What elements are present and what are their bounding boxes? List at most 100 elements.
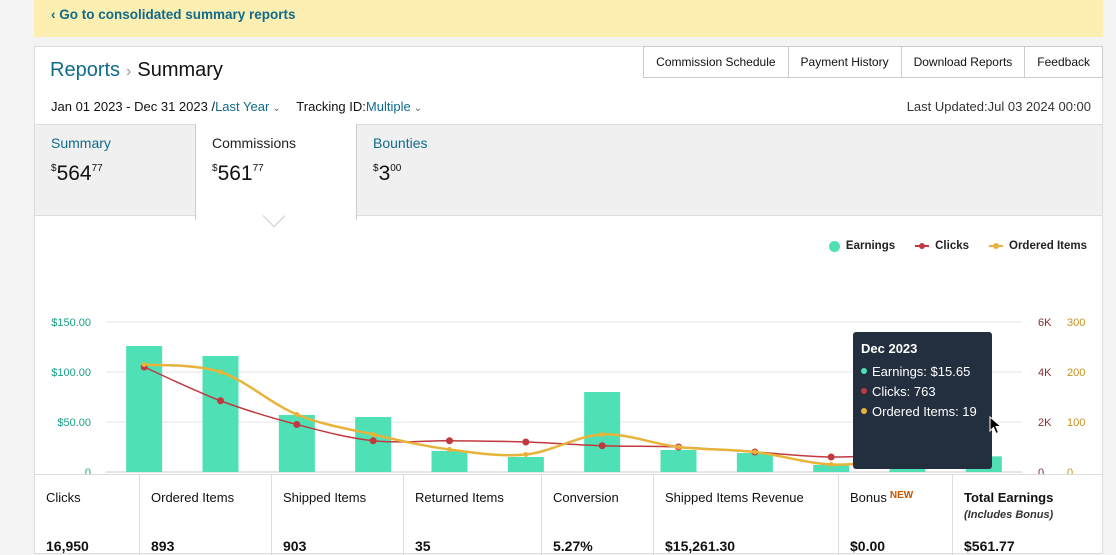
point-clicks: [598, 442, 606, 450]
point-ordered-items: [447, 447, 452, 452]
stat-clicks: Clicks 16,950: [35, 475, 140, 555]
top-buttons: Commission Schedule Payment History Down…: [643, 46, 1103, 78]
y-right-ordered-tick-label: 100: [1067, 417, 1085, 429]
y-right-ordered-tick-label: 200: [1067, 367, 1085, 379]
point-ordered-items: [676, 444, 681, 450]
y-right-ordered-tick-label: 300: [1067, 317, 1085, 329]
consolidated-reports-link[interactable]: ‹ Go to consolidated summary reports: [51, 7, 296, 22]
chevron-down-icon[interactable]: ⌄: [272, 103, 281, 114]
point-clicks: [827, 453, 835, 461]
y-left-tick-label: $150.00: [51, 317, 91, 329]
page-title: Summary: [137, 59, 223, 81]
chevron-down-icon[interactable]: ⌄: [413, 103, 423, 114]
bar-earnings: [202, 356, 239, 472]
stat-bonus: Bonus NEW $0.00: [839, 475, 953, 555]
stat-total-value: $561.77: [964, 538, 1015, 554]
legend-ordered-items[interactable]: Ordered Items: [989, 240, 1087, 252]
tab-bounties[interactable]: Bounties $300: [373, 135, 427, 186]
bar-earnings: [507, 457, 544, 472]
y-right-clicks-tick-label: 2K: [1038, 417, 1052, 429]
tab-commissions-value: $56177: [212, 162, 264, 185]
feedback-button[interactable]: Feedback: [1024, 46, 1103, 78]
date-range: Jan 01 2023 - Dec 31 2023 /: [51, 99, 216, 114]
breadcrumb-reports-link[interactable]: Reports: [50, 59, 121, 81]
filter-row: Jan 01 2023 - Dec 31 2023 /Last Year ⌄ Tr…: [51, 99, 422, 114]
stat-returned-items: Returned Items 35: [404, 475, 542, 555]
stat-bonus-value: $0.00: [850, 538, 886, 554]
tab-summary-label: Summary: [51, 135, 111, 151]
bar-earnings: [355, 417, 392, 472]
y-right-clicks-tick-label: 4K: [1038, 367, 1052, 379]
point-ordered-items: [141, 362, 147, 367]
tab-commissions[interactable]: Commissions $56177: [195, 124, 357, 220]
y-left-tick-label: $50.00: [57, 417, 91, 429]
tracking-label: Tracking ID:: [296, 99, 366, 114]
new-badge: NEW: [889, 490, 914, 501]
legend-earnings-marker: [828, 240, 840, 252]
breadcrumb-separator-icon: ›: [126, 63, 132, 80]
stats-row: Clicks 16,950 Ordered Items 893 Shipped It…: [35, 474, 1102, 555]
point-clicks: [446, 437, 453, 445]
chart-legend: Earnings Clicks Ordered Items: [828, 240, 1087, 252]
y-right-ordered-tick-label: 0: [1067, 467, 1073, 474]
bar-earnings: [660, 450, 697, 472]
point-ordered-items: [294, 412, 300, 417]
stat-ordered-items: Ordered Items 893: [140, 475, 272, 555]
legend-earnings[interactable]: Earnings: [828, 240, 895, 252]
earnings-chart: Earnings Clicks Ordered Items 0 0 0 $50.00 2…: [35, 232, 1102, 474]
y-left-tick-label: $100.00: [51, 367, 91, 379]
point-ordered-items: [523, 452, 529, 457]
y-right-clicks-tick-label: 0: [1038, 467, 1044, 474]
tab-commissions-label: Commissions: [212, 135, 297, 151]
point-clicks: [369, 437, 377, 445]
commission-schedule-button[interactable]: Commission Schedule: [643, 46, 789, 78]
point-clicks: [293, 421, 301, 428]
tab-summary-value: $56477: [51, 162, 103, 185]
legend-clicks[interactable]: Clicks: [915, 240, 969, 252]
tracking-id-dropdown[interactable]: Multiple: [365, 99, 411, 114]
tab-bounties-value: $300: [373, 162, 402, 185]
reports-card: Reports › Summary Commission Schedule Paym…: [34, 46, 1103, 555]
point-ordered-items: [218, 369, 223, 375]
stat-shipped-value: 903: [283, 538, 307, 554]
stat-conversion: Conversion 5.27%: [542, 475, 654, 555]
bar-earnings: [813, 465, 850, 472]
download-reports-button[interactable]: Download Reports: [900, 46, 1026, 78]
stat-conversion-value: 5.27%: [553, 538, 593, 554]
consolidated-banner: ‹ Go to consolidated summary reports: [34, 0, 1103, 37]
point-ordered-items: [370, 432, 376, 437]
period-dropdown[interactable]: Last Year: [215, 99, 270, 114]
tooltip-earnings: Earnings: $15.65: [861, 364, 984, 379]
legend-ordered-marker: [989, 243, 1004, 249]
point-ordered-items: [828, 462, 834, 467]
tooltip-title: Dec 2023: [861, 341, 918, 356]
last-updated: Last Updated:Jul 03 2024 00:00: [906, 99, 1091, 114]
tooltip-clicks: Clicks: 763: [861, 384, 984, 399]
chart-plot: 000$50.002K100$100.004K200$150.006K300Ja…: [51, 317, 1085, 474]
tab-bounties-label: Bounties: [373, 135, 428, 151]
bar-earnings: [736, 453, 773, 472]
line-clicks: [143, 366, 984, 458]
mouse-cursor-icon: [989, 416, 1003, 435]
point-clicks: [522, 438, 530, 446]
stat-returned-value: 35: [415, 538, 431, 554]
y-right-clicks-tick-label: 6K: [1038, 317, 1052, 329]
payment-history-button[interactable]: Payment History: [787, 46, 902, 78]
bar-earnings: [431, 451, 468, 472]
tab-summary[interactable]: Summary $56477: [51, 135, 111, 186]
point-clicks: [217, 397, 224, 405]
stat-revenue-value: $15,261.30: [665, 538, 736, 554]
stat-shipped-revenue: Shipped Items Revenue $15,261.30: [654, 475, 839, 555]
point-ordered-items: [752, 449, 758, 455]
stat-shipped-items: Shipped Items 903: [272, 475, 404, 555]
legend-clicks-marker: [915, 243, 930, 249]
breadcrumb: Reports › Summary: [50, 59, 223, 82]
stat-total-earnings: Total Earnings (Includes Bonus) $561.77: [964, 490, 1054, 554]
chart-tooltip: Dec 2023 Earnings: $15.65 Clicks: 763 Or…: [853, 332, 992, 469]
line-ordered-items: [144, 363, 984, 466]
summary-tabs: Summary $56477 Commissions $56177 Bounti…: [35, 124, 1102, 220]
point-ordered-items: [599, 432, 605, 437]
stat-clicks-value: 16,950: [46, 538, 89, 554]
stat-ordered-value: 893: [151, 538, 175, 554]
tooltip-ordered: Ordered Items: 19: [861, 404, 984, 419]
